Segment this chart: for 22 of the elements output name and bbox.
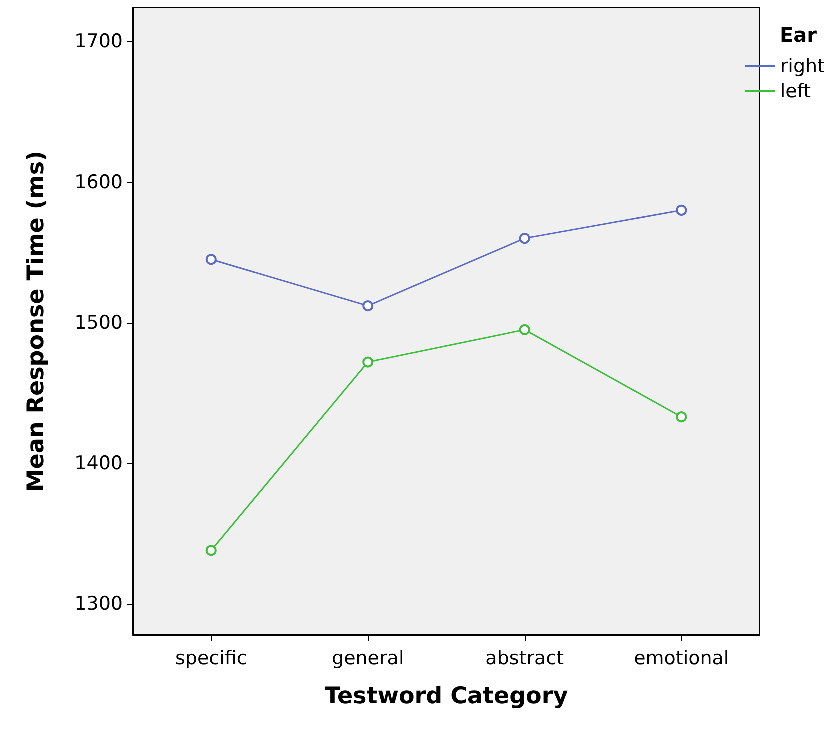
y-tick-label: 1300 (74, 593, 123, 616)
x-tick-label: emotional (634, 648, 730, 670)
y-tick-label: 1400 (74, 452, 123, 474)
legend-title: Ear (780, 23, 818, 47)
point (206, 254, 217, 266)
x-tick-label: general (332, 648, 404, 670)
x-tick-label: specific (175, 648, 248, 670)
point (362, 356, 374, 368)
y-axis-title: Mean Response Time (ms) (24, 150, 50, 492)
x-tick-label: abstract (486, 648, 564, 670)
x-axis-title: Testword Category (324, 684, 568, 710)
y-tick-label: 1600 (74, 171, 123, 194)
point (676, 412, 688, 423)
point (206, 545, 217, 556)
y-tick-label: 1500 (74, 312, 123, 334)
point (676, 204, 688, 216)
legend-label: right (780, 56, 826, 78)
point (362, 300, 374, 312)
y-tick-label: 1700 (74, 30, 123, 53)
legend-label: left (780, 80, 812, 102)
point (519, 233, 530, 244)
point (519, 324, 530, 336)
